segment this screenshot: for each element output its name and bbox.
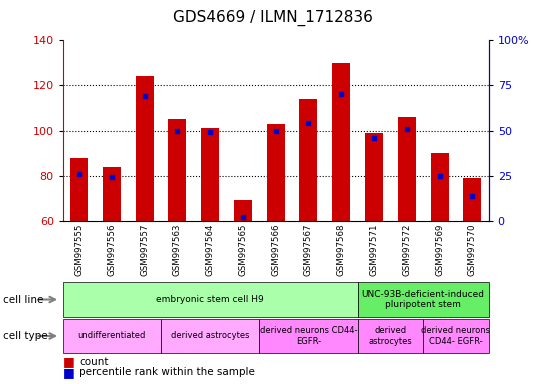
Text: GSM997563: GSM997563 <box>173 224 182 276</box>
Text: GSM997566: GSM997566 <box>271 224 280 276</box>
Text: count: count <box>79 357 109 367</box>
Bar <box>70 158 88 221</box>
Text: ■: ■ <box>63 366 75 379</box>
Bar <box>266 124 285 221</box>
Text: GSM997557: GSM997557 <box>140 224 149 276</box>
Text: derived
astrocytes: derived astrocytes <box>369 326 412 346</box>
Bar <box>397 117 416 221</box>
Text: derived astrocytes: derived astrocytes <box>171 331 250 341</box>
Text: embryonic stem cell H9: embryonic stem cell H9 <box>156 295 264 304</box>
Text: UNC-93B-deficient-induced
pluripotent stem: UNC-93B-deficient-induced pluripotent st… <box>361 290 485 309</box>
Text: GSM997572: GSM997572 <box>402 224 411 276</box>
Bar <box>332 63 351 221</box>
Text: GSM997569: GSM997569 <box>435 224 444 276</box>
Text: GSM997570: GSM997570 <box>468 224 477 276</box>
Text: GSM997567: GSM997567 <box>304 224 313 276</box>
Text: ■: ■ <box>63 355 75 368</box>
Bar <box>234 200 252 221</box>
Text: cell line: cell line <box>3 295 43 305</box>
Text: GSM997564: GSM997564 <box>206 224 215 276</box>
Bar <box>168 119 187 221</box>
Bar <box>365 133 383 221</box>
Bar <box>136 76 154 221</box>
Text: GDS4669 / ILMN_1712836: GDS4669 / ILMN_1712836 <box>173 10 373 26</box>
Text: GSM997571: GSM997571 <box>370 224 378 276</box>
Bar <box>430 153 449 221</box>
Bar <box>463 178 482 221</box>
Text: GSM997565: GSM997565 <box>239 224 247 276</box>
Bar <box>299 99 317 221</box>
Text: GSM997568: GSM997568 <box>337 224 346 276</box>
Text: cell type: cell type <box>3 331 48 341</box>
Text: percentile rank within the sample: percentile rank within the sample <box>79 367 255 377</box>
Bar <box>201 128 219 221</box>
Text: undifferentiated: undifferentiated <box>78 331 146 341</box>
Text: GSM997556: GSM997556 <box>108 224 116 276</box>
Text: derived neurons
CD44- EGFR-: derived neurons CD44- EGFR- <box>422 326 490 346</box>
Bar <box>103 167 121 221</box>
Text: derived neurons CD44-
EGFR-: derived neurons CD44- EGFR- <box>260 326 357 346</box>
Text: GSM997555: GSM997555 <box>75 224 84 276</box>
